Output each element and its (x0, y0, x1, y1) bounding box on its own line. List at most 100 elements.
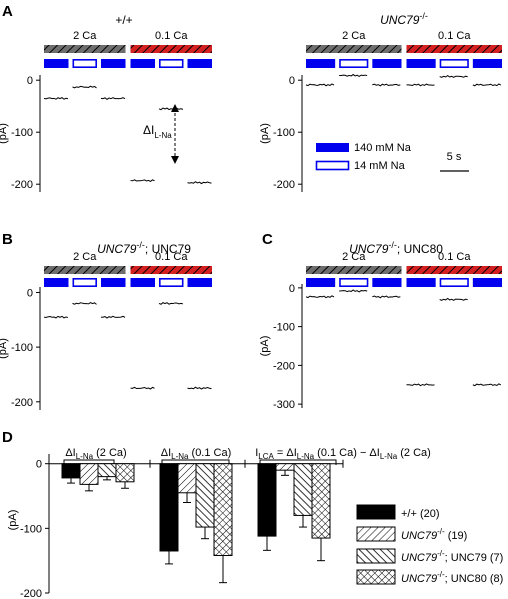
na-140-segment (406, 59, 436, 68)
panel-letter-d: D (2, 429, 13, 446)
legend-140-swatch (316, 143, 349, 152)
panel-d-bar-chart: 0 -100 -200 (pA) ΔIL-Na (2 Ca) ΔIL-Na (0.1 Ca… (7, 447, 503, 599)
y-tick-label: 0 (289, 283, 295, 295)
category-label: ΔIL-Na (2 Ca) (65, 447, 126, 461)
legend-label: UNC79-/- (19) (401, 527, 467, 542)
current-trace-segment (72, 302, 97, 305)
current-trace-segment (187, 386, 212, 390)
delta-arrow-up (171, 104, 179, 112)
panel-letter-c: C (262, 231, 273, 248)
current-trace-segment (406, 83, 435, 87)
na-140-segment (472, 278, 502, 287)
panel-letter-b: B (2, 231, 13, 248)
category-bracket (161, 459, 230, 465)
current-trace-segment (406, 383, 435, 387)
y-axis-label: (pA) (0, 123, 9, 144)
current-trace-segment (130, 179, 155, 183)
ca-2-bar (44, 266, 126, 274)
na-14-segment (159, 277, 184, 287)
current-trace-segment (439, 297, 468, 301)
current-trace-segment (100, 315, 126, 319)
na-140-segment (101, 278, 126, 287)
y-tick-label: -100 (273, 322, 295, 334)
y-tick-label: -200 (273, 179, 295, 191)
ca-01-label: 0.1 Ca (155, 30, 188, 42)
legend-14-swatch (315, 160, 350, 171)
current-trace-segment (339, 73, 368, 78)
current-trace-segment (100, 97, 126, 101)
panel-b-title-sup: -/- (136, 240, 145, 250)
y-axis-label: (pA) (259, 123, 271, 144)
time-scale-bar: 5 s (440, 151, 469, 172)
panel-c-title: UNC79-/-; UNC80 (349, 240, 443, 256)
bar (97, 463, 117, 478)
delta-il-label: ΔIL-Na (143, 123, 172, 140)
current-trace-segment (372, 295, 401, 299)
bar (61, 463, 81, 479)
na-140-segment (130, 59, 155, 68)
ca-01-bar (406, 45, 502, 53)
y-tick-label: -200 (20, 588, 42, 599)
current-trace-segment (43, 97, 69, 100)
bar (275, 463, 295, 471)
current-trace-segment (472, 383, 502, 387)
category-label: ILCA = ΔIL-Na (0.1 Ca) − ΔIL-Na (2 Ca) (255, 447, 431, 461)
panel-a2-title: UNC79-/- (380, 11, 428, 27)
y-tick-label: -100 (273, 127, 295, 139)
na-140-segment (406, 278, 436, 287)
current-trace-segment (43, 315, 69, 319)
y-tick-label: -100 (11, 342, 33, 354)
bar (213, 463, 233, 557)
na-140-segment (101, 59, 126, 68)
legend-swatch (356, 548, 396, 564)
current-trace-segment (187, 181, 212, 185)
ca-01-label: 0.1 Ca (155, 251, 188, 263)
na-140-segment (130, 278, 155, 287)
na-legend: 140 mM Na 14 mM Na (315, 142, 412, 172)
current-trace-segment (472, 83, 502, 87)
na-14-segment (159, 58, 184, 68)
legend-label: +/+ (20) (401, 508, 440, 520)
panel-a2-title-italic: UNC79 (380, 13, 420, 27)
ca-2-bar (306, 45, 402, 53)
y-tick-label: -300 (273, 399, 295, 411)
panel-a2-title-sup: -/- (419, 11, 428, 21)
y-tick-label: -200 (11, 179, 33, 191)
current-trace-segment (439, 74, 468, 78)
y-tick-label: 0 (36, 459, 42, 471)
current-trace-segment (305, 295, 335, 299)
bar (159, 463, 179, 552)
legend-140-label: 140 mM Na (354, 142, 412, 154)
bar (311, 463, 331, 539)
panel-b-title-rest: ; UNC79 (145, 242, 191, 256)
panel-c-trace: 0 -100 -200 -300 (pA) 2 Ca 0.1 Ca (259, 251, 502, 411)
y-tick-label: -200 (273, 360, 295, 372)
panel-b-title-italic: UNC79 (97, 242, 137, 256)
na-14-segment (72, 58, 98, 68)
panel-a-title: +/+ (115, 13, 132, 27)
ca-2-label: 2 Ca (73, 30, 97, 42)
scale-bar-label: 5 s (447, 151, 462, 163)
panel-c-title-rest: ; UNC80 (397, 242, 443, 256)
panel-b-trace: 0 -100 -200 (pA) 2 Ca 0.1 Ca (0, 251, 212, 410)
panel-b-title: UNC79-/-; UNC79 (97, 240, 191, 256)
y-tick-label: -100 (11, 127, 33, 139)
na-140-segment (372, 278, 402, 287)
current-trace-segment (372, 83, 401, 87)
ca-01-bar (130, 266, 212, 274)
y-tick-label: 0 (27, 75, 33, 87)
delta-arrow-down (171, 156, 179, 164)
y-axis-label: (pA) (7, 510, 19, 531)
category-bracket (63, 459, 115, 465)
delta-il-annotation: ΔIL-Na (143, 104, 179, 164)
bar (79, 463, 99, 485)
panel-letter-a: A (2, 3, 13, 20)
delta-il-sub: L-Na (154, 131, 172, 140)
y-tick-label: -200 (11, 397, 33, 409)
na-140-segment (306, 278, 336, 287)
current-trace-segment (158, 107, 184, 111)
legend-14-label: 14 mM Na (354, 160, 406, 172)
current-trace-segment (130, 386, 155, 390)
delta-il-main: ΔI (143, 123, 154, 137)
